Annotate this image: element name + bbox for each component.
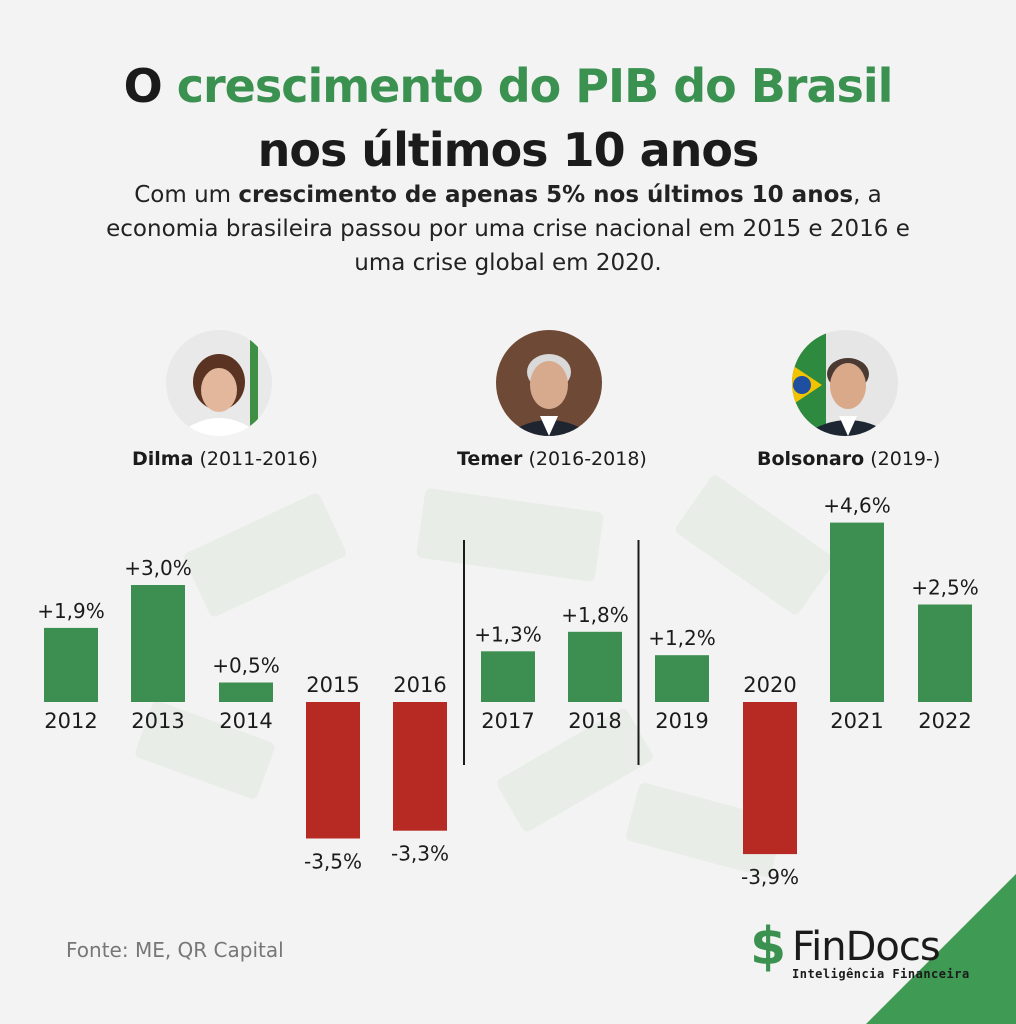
- year-label-2021: 2021: [830, 709, 883, 733]
- page-title: O crescimento do PIB do Brasil: [0, 58, 1016, 114]
- corner-accent: [866, 874, 1016, 1024]
- temer-avatar: [496, 330, 602, 436]
- year-label-2019: 2019: [655, 709, 708, 733]
- president-label-dilma: Dilma (2011-2016): [132, 448, 318, 470]
- year-label-2012: 2012: [44, 709, 97, 733]
- bar-2020: [743, 702, 797, 855]
- page-title-line2: nos últimos 10 anos: [257, 123, 760, 177]
- value-label-2019: +1,2%: [648, 626, 716, 650]
- title-highlight: crescimento do PIB do Brasil: [176, 59, 894, 113]
- value-label-2018: +1,8%: [561, 603, 629, 627]
- bar-2016: [393, 702, 447, 831]
- bar-2014: [219, 682, 273, 702]
- president-name: Bolsonaro: [757, 448, 865, 470]
- bar-2019: [655, 655, 709, 702]
- bar-2012: [44, 627, 98, 702]
- year-label-2016: 2016: [393, 673, 446, 697]
- value-label-2013: +3,0%: [124, 556, 192, 580]
- gdp-bar-chart: +1,9% 2012 +3,0% 2013 +0,5% 2014 -3,5% 2015 -3,3…: [37, 494, 979, 889]
- value-label-2015: -3,5%: [304, 850, 362, 874]
- bar-2022: [918, 604, 972, 702]
- president-term: (2016-2018): [528, 448, 647, 470]
- source-note: Fonte: ME, QR Capital: [66, 938, 284, 962]
- dilma-avatar: [166, 330, 272, 436]
- value-label-2022: +2,5%: [911, 576, 979, 600]
- value-label-2020: -3,9%: [741, 865, 799, 889]
- year-label-2018: 2018: [568, 709, 621, 733]
- subtitle: Com um crescimento de apenas 5% nos últi…: [98, 178, 918, 280]
- bar-2017: [481, 651, 535, 702]
- year-label-2014: 2014: [219, 709, 272, 733]
- value-label-2016: -3,3%: [391, 842, 449, 866]
- bar-2015: [306, 702, 360, 839]
- subtitle-part2: , a economia brasileira passou por uma c…: [106, 182, 910, 276]
- value-label-2017: +1,3%: [474, 622, 542, 646]
- subtitle-bold: crescimento de apenas 5% nos últimos 10 …: [238, 182, 854, 208]
- subtitle-part1: Com um: [134, 182, 239, 208]
- year-label-2020: 2020: [743, 673, 796, 697]
- bar-2018: [568, 631, 622, 702]
- logo-name: FinDocs: [792, 924, 941, 970]
- value-label-2014: +0,5%: [212, 654, 280, 678]
- value-label-2012: +1,9%: [37, 599, 105, 623]
- president-label-bolsonaro: Bolsonaro (2019-): [757, 448, 940, 470]
- title-prefix: O: [123, 59, 163, 113]
- findocs-logo: $ FinDocs Inteligência Financeira: [750, 915, 990, 985]
- logo-tagline: Inteligência Financeira: [792, 967, 970, 981]
- year-label-2017: 2017: [481, 709, 534, 733]
- president-term: (2011-2016): [199, 448, 318, 470]
- dollar-icon: $: [750, 917, 787, 977]
- year-label-2013: 2013: [131, 709, 184, 733]
- bolsonaro-avatar: [792, 330, 898, 436]
- year-label-2015: 2015: [306, 673, 359, 697]
- president-name: Temer: [457, 448, 523, 470]
- president-name: Dilma: [132, 448, 194, 470]
- bar-2013: [131, 585, 185, 702]
- president-label-temer: Temer (2016-2018): [457, 448, 647, 470]
- bar-2021: [830, 522, 884, 702]
- president-term: (2019-): [870, 448, 941, 470]
- year-label-2022: 2022: [918, 709, 971, 733]
- value-label-2021: +4,6%: [823, 494, 891, 518]
